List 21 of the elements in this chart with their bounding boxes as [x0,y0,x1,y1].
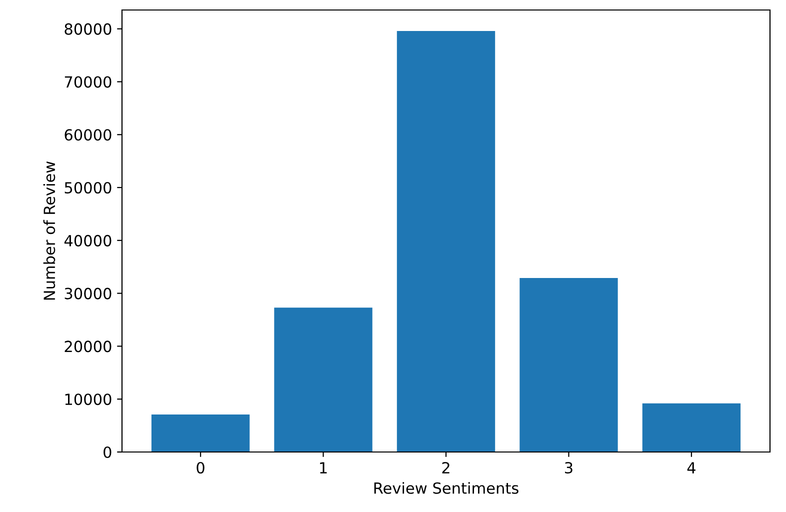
y-tick-label: 70000 [64,76,112,88]
x-tick-label: 0 [196,462,204,474]
y-tick-label: 50000 [64,182,112,194]
y-tick-label: 30000 [64,288,112,300]
y-tick-label: 20000 [64,340,112,352]
x-tick-label: 1 [320,462,327,474]
y-tick-label: 0 [104,446,112,458]
bar [642,403,741,452]
y-tick-label: 80000 [64,23,112,35]
bar [396,30,496,452]
x-tick-label: 4 [687,462,696,474]
bar [520,278,618,452]
x-tick-label: 2 [442,462,450,474]
y-tick-label: 10000 [65,394,112,406]
x-axis-title: Review Sentiments [374,482,518,494]
x-tick-label: 3 [565,462,572,474]
y-axis-title: Number of Review [43,161,56,300]
bar [274,308,372,452]
y-tick-label: 60000 [64,129,112,141]
y-tick-label: 40000 [64,234,112,246]
bar [151,414,250,452]
